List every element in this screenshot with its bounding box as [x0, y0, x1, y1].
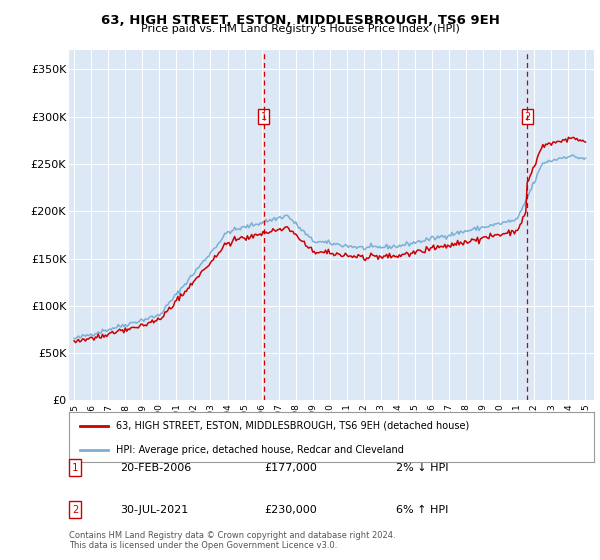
Text: HPI: Average price, detached house, Redcar and Cleveland: HPI: Average price, detached house, Redc…	[116, 445, 404, 455]
Text: 6% ↑ HPI: 6% ↑ HPI	[396, 505, 448, 515]
Text: £177,000: £177,000	[264, 463, 317, 473]
Text: 63, HIGH STREET, ESTON, MIDDLESBROUGH, TS6 9EH (detached house): 63, HIGH STREET, ESTON, MIDDLESBROUGH, T…	[116, 421, 470, 431]
Text: Price paid vs. HM Land Registry's House Price Index (HPI): Price paid vs. HM Land Registry's House …	[140, 24, 460, 34]
Text: 1: 1	[72, 463, 78, 473]
Text: 2: 2	[524, 111, 530, 122]
Text: £230,000: £230,000	[264, 505, 317, 515]
Text: 2: 2	[72, 505, 78, 515]
Text: 63, HIGH STREET, ESTON, MIDDLESBROUGH, TS6 9EH: 63, HIGH STREET, ESTON, MIDDLESBROUGH, T…	[101, 14, 499, 27]
Text: Contains HM Land Registry data © Crown copyright and database right 2024.
This d: Contains HM Land Registry data © Crown c…	[69, 531, 395, 550]
Text: 20-FEB-2006: 20-FEB-2006	[120, 463, 191, 473]
Text: 2% ↓ HPI: 2% ↓ HPI	[396, 463, 449, 473]
Text: 30-JUL-2021: 30-JUL-2021	[120, 505, 188, 515]
Text: 1: 1	[261, 111, 267, 122]
